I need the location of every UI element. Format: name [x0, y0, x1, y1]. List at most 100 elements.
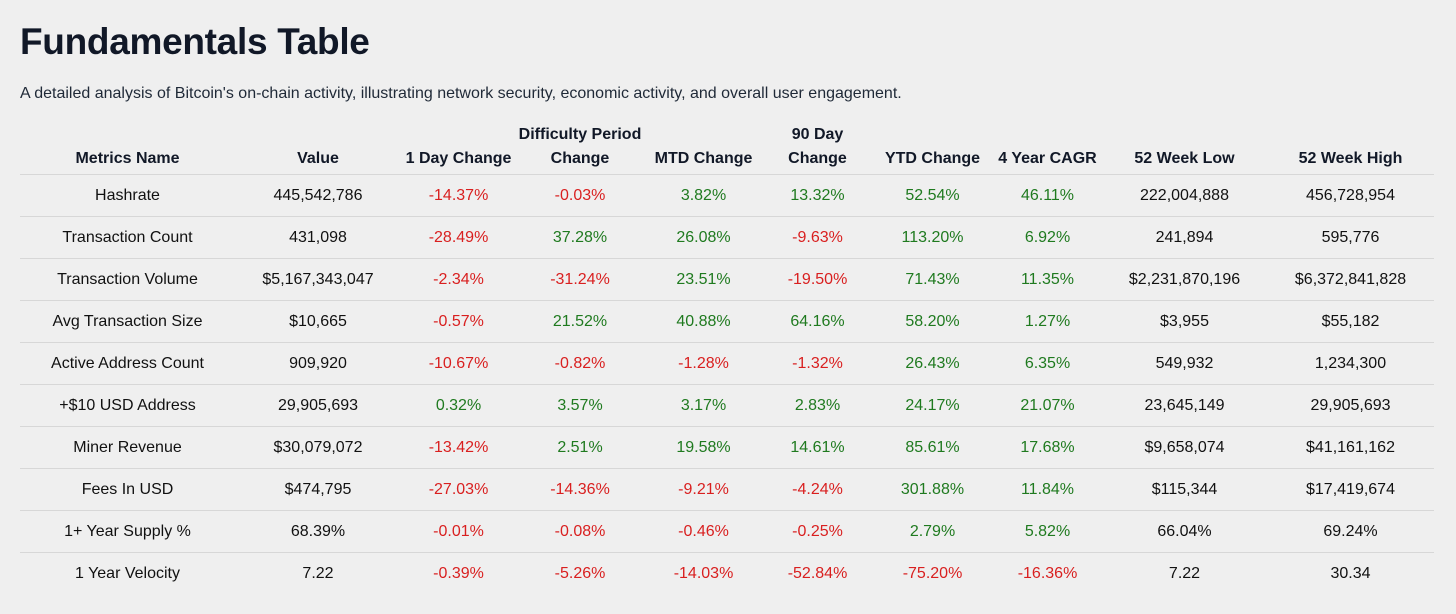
four-year-cagr-cell: 6.35% [993, 342, 1102, 385]
fifty-two-week-low-cell: 66.04% [1102, 510, 1267, 553]
mtd-change-cell: 3.82% [644, 174, 763, 217]
fifty-two-week-high-cell: $17,419,674 [1267, 468, 1434, 511]
four-year-cagr-cell: 5.82% [993, 510, 1102, 553]
value-cell: 431,098 [235, 216, 401, 259]
four-year-cagr-cell: 21.07% [993, 384, 1102, 427]
mtd-change-cell: -14.03% [673, 565, 734, 582]
fifty-two-week-low-cell: $3,955 [1102, 300, 1267, 343]
mtd-change-cell: 40.88% [644, 300, 763, 343]
ninety-day-change-cell: 13.32% [763, 174, 872, 217]
column-header-mtd-change: MTD Change [644, 123, 763, 175]
column-header-ytd-change: YTD Change [872, 123, 993, 175]
difficulty-period-change-cell: -0.03% [516, 174, 644, 217]
ninety-day-change-cell: 2.83% [763, 384, 872, 427]
fifty-two-week-high-cell: 29,905,693 [1267, 384, 1434, 427]
value-cell: 7.22 [302, 565, 334, 582]
table-row: Fees In USD $474,795 -27.03% -14.36% -9.21% -… [20, 468, 1434, 511]
mtd-change-cell: 23.51% [644, 258, 763, 301]
four-year-cagr-cell: 11.84% [993, 468, 1102, 511]
difficulty-period-change-cell: 37.28% [516, 216, 644, 259]
column-header-value: Value [235, 123, 401, 175]
fifty-two-week-low-cell: $115,344 [1102, 468, 1267, 511]
four-year-cagr-cell: 6.92% [993, 216, 1102, 259]
ytd-change-cell: 301.88% [872, 468, 993, 511]
fifty-two-week-high-cell: 69.24% [1267, 510, 1434, 553]
ninety-day-change-cell: -52.84% [787, 565, 848, 582]
value-cell: 445,542,786 [235, 174, 401, 217]
ytd-change-cell: 85.61% [872, 426, 993, 469]
one-day-change-cell: 0.32% [401, 384, 516, 427]
four-year-cagr-cell: 1.27% [993, 300, 1102, 343]
fifty-two-week-high-cell: 456,728,954 [1267, 174, 1434, 217]
fifty-two-week-low-cell: $9,658,074 [1102, 426, 1267, 469]
ytd-change-cell: -75.20% [902, 565, 963, 582]
value-cell: $5,167,343,047 [235, 258, 401, 301]
column-header-1-day-change: 1 Day Change [401, 123, 516, 175]
mtd-change-cell: -0.46% [644, 510, 763, 553]
ninety-day-change-cell: -4.24% [763, 468, 872, 511]
fifty-two-week-high-cell: $41,161,162 [1267, 426, 1434, 469]
one-day-change-cell: -14.37% [401, 174, 516, 217]
ytd-change-cell: 58.20% [872, 300, 993, 343]
fifty-two-week-high-cell: 30.34 [1330, 565, 1371, 582]
table-row: Transaction Volume $5,167,343,047 -2.34% -3… [20, 258, 1434, 301]
table-row: Active Address Count 909,920 -10.67% -0.82%… [20, 342, 1434, 385]
value-cell: $10,665 [235, 300, 401, 343]
column-header-4-year-cagr: 4 Year CAGR [993, 123, 1102, 175]
one-day-change-cell: -13.42% [401, 426, 516, 469]
metric-name-cell: 1 Year Velocity [75, 565, 180, 582]
ytd-change-cell: 52.54% [872, 174, 993, 217]
table-row: 1 Year Velocity 7.22 -0.39% -5.26% -14.03% -5… [20, 553, 1434, 595]
metric-name-cell: Transaction Volume [20, 258, 235, 301]
one-day-change-cell: -0.57% [401, 300, 516, 343]
table-row: Transaction Count 431,098 -28.49% 37.28% 26.… [20, 216, 1434, 259]
column-header-90-day-change: 90 Day Change [763, 123, 872, 175]
fifty-two-week-high-cell: 1,234,300 [1267, 342, 1434, 385]
four-year-cagr-cell: 11.35% [993, 258, 1102, 301]
column-header-difficulty-period-change: Difficulty Period Change [516, 123, 644, 175]
one-day-change-cell: -28.49% [401, 216, 516, 259]
four-year-cagr-cell: 17.68% [993, 426, 1102, 469]
four-year-cagr-cell: 46.11% [993, 174, 1102, 217]
mtd-change-cell: 3.17% [644, 384, 763, 427]
column-header-52-week-high: 52 Week High [1267, 123, 1434, 175]
metric-name-cell: Transaction Count [20, 216, 235, 259]
value-cell: $474,795 [235, 468, 401, 511]
table-row: +$10 USD Address 29,905,693 0.32% 3.57% 3.17… [20, 384, 1434, 427]
four-year-cagr-cell: -16.36% [1017, 565, 1078, 582]
metric-name-cell: Fees In USD [20, 468, 235, 511]
page-title: Fundamentals Table [20, 21, 370, 62]
one-day-change-cell: -0.01% [401, 510, 516, 553]
metric-name-cell: Hashrate [20, 174, 235, 217]
ytd-change-cell: 2.79% [872, 510, 993, 553]
mtd-change-cell: -9.21% [644, 468, 763, 511]
fifty-two-week-low-cell: 549,932 [1102, 342, 1267, 385]
column-header-metrics-name: Metrics Name [20, 123, 235, 175]
ninety-day-change-cell: 64.16% [763, 300, 872, 343]
fundamentals-table: Metrics Name Value 1 Day Change Difficul… [20, 123, 1434, 594]
one-day-change-cell: -0.39% [433, 565, 484, 582]
page-subtitle: A detailed analysis of Bitcoin's on-chai… [20, 85, 902, 102]
table-row: 1+ Year Supply % 68.39% -0.01% -0.08% -0.46%… [20, 510, 1434, 553]
fundamentals-table-container: Metrics Name Value 1 Day Change Difficul… [20, 123, 1434, 594]
value-cell: $30,079,072 [235, 426, 401, 469]
fifty-two-week-low-cell: 222,004,888 [1102, 174, 1267, 217]
metric-name-cell: Active Address Count [20, 342, 235, 385]
metric-name-cell: Miner Revenue [20, 426, 235, 469]
fifty-two-week-high-cell: $6,372,841,828 [1267, 258, 1434, 301]
ytd-change-cell: 113.20% [872, 216, 993, 259]
difficulty-period-change-cell: 2.51% [516, 426, 644, 469]
table-row: Miner Revenue $30,079,072 -13.42% 2.51% 19.5… [20, 426, 1434, 469]
ninety-day-change-cell: -0.25% [763, 510, 872, 553]
difficulty-period-change-cell: -0.82% [516, 342, 644, 385]
ninety-day-change-cell: -1.32% [763, 342, 872, 385]
one-day-change-cell: -2.34% [401, 258, 516, 301]
fifty-two-week-high-cell: $55,182 [1267, 300, 1434, 343]
mtd-change-cell: 26.08% [644, 216, 763, 259]
table-row: Avg Transaction Size $10,665 -0.57% 21.52% 4… [20, 300, 1434, 343]
value-cell: 68.39% [235, 510, 401, 553]
difficulty-period-change-cell: -5.26% [554, 565, 606, 582]
metric-name-cell: +$10 USD Address [20, 384, 235, 427]
difficulty-period-change-cell: -31.24% [516, 258, 644, 301]
difficulty-period-change-cell: 3.57% [516, 384, 644, 427]
